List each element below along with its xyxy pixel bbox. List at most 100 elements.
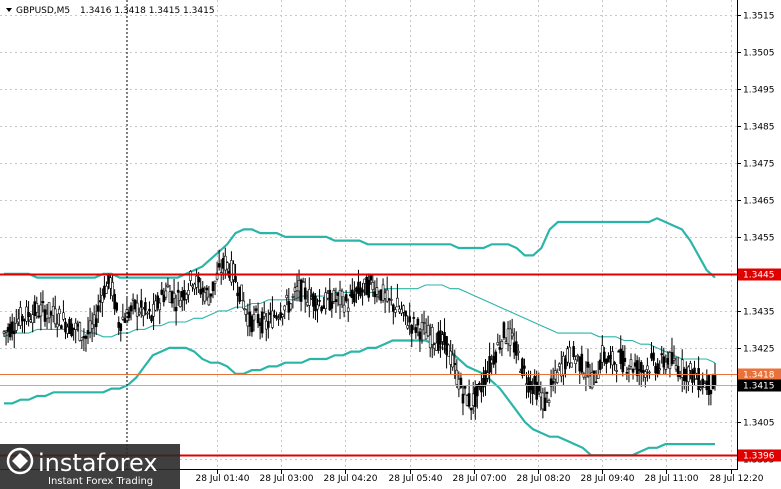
candle — [187, 283, 190, 303]
candle — [480, 373, 483, 403]
candle — [416, 316, 420, 337]
candle — [318, 289, 321, 307]
candle — [39, 292, 43, 331]
price-tick-label: 1.3425 — [743, 345, 775, 355]
candle — [90, 312, 94, 343]
candle — [697, 356, 700, 398]
candle — [564, 354, 567, 378]
candle — [418, 327, 422, 352]
symbol-label: GBPUSD,M5 — [16, 6, 70, 16]
candle — [639, 359, 643, 387]
candle — [353, 281, 356, 307]
time-tick-label: 28 Jul 09:40 — [581, 474, 635, 484]
candle — [137, 307, 141, 317]
candle — [131, 293, 135, 315]
candle — [514, 331, 518, 364]
candle — [451, 344, 455, 371]
candle — [389, 285, 393, 306]
price-tick-label: 1.3485 — [743, 123, 775, 133]
candle — [410, 323, 414, 348]
candle — [78, 321, 82, 342]
candle — [21, 314, 24, 333]
candle — [646, 357, 649, 382]
candle — [369, 274, 373, 285]
candle — [121, 303, 125, 321]
price-tick-label: 1.3465 — [743, 197, 775, 207]
candle — [35, 296, 39, 319]
candle — [476, 384, 479, 409]
candle — [473, 380, 477, 420]
current-price-tag — [738, 379, 781, 392]
candle — [691, 368, 694, 393]
current-price-label: 1.3415 — [743, 382, 775, 392]
candle — [545, 391, 549, 403]
candle — [299, 278, 303, 311]
candle — [635, 355, 639, 382]
price-tick-label: 1.3515 — [743, 12, 775, 22]
candle — [676, 356, 680, 382]
candle — [469, 407, 473, 420]
candle — [105, 281, 108, 294]
price-tick-label: 1.3505 — [743, 49, 775, 59]
candle — [254, 305, 258, 314]
candle — [396, 283, 399, 308]
candle — [303, 278, 307, 313]
candle — [455, 359, 459, 388]
candle — [488, 342, 491, 384]
candle — [301, 277, 305, 283]
candle — [701, 372, 705, 395]
level-tag-label: 1.3396 — [743, 452, 775, 462]
candle — [238, 286, 241, 305]
candle — [496, 333, 500, 346]
candle — [500, 339, 504, 357]
candle — [592, 370, 596, 386]
candle — [314, 292, 317, 320]
candle — [58, 305, 61, 327]
candle — [611, 346, 614, 376]
candle — [144, 297, 147, 316]
candle — [115, 301, 118, 313]
price-axis-bg — [738, 0, 781, 489]
candle — [226, 261, 229, 276]
price-tick-label: 1.3455 — [743, 234, 775, 244]
candle — [160, 282, 164, 296]
candle — [361, 282, 364, 306]
candle — [598, 352, 602, 374]
candle — [430, 323, 434, 359]
candle — [324, 287, 327, 315]
candle — [316, 298, 319, 323]
candle — [14, 309, 18, 334]
candle — [408, 302, 412, 336]
candle — [113, 289, 116, 315]
candle — [291, 293, 295, 309]
bollinger-upper-line — [4, 217, 716, 279]
price-tick-label: 1.3495 — [743, 86, 775, 96]
candle — [271, 296, 274, 330]
time-tick-label: 28 Jul 12:20 — [710, 474, 764, 484]
candle — [185, 292, 188, 305]
candle — [658, 360, 661, 375]
candle — [127, 306, 131, 322]
dropdown-triangle-icon[interactable] — [6, 8, 12, 12]
candle — [422, 310, 426, 335]
candle — [652, 346, 655, 366]
candle — [627, 364, 631, 383]
candle — [342, 296, 346, 318]
time-tick-label: 28 Jul 05:40 — [389, 474, 443, 484]
candle — [213, 280, 217, 296]
candle — [465, 394, 469, 407]
candle — [365, 275, 368, 296]
candle — [340, 288, 344, 308]
candle — [412, 311, 416, 331]
candle — [625, 366, 629, 381]
candle — [201, 281, 205, 305]
candle — [176, 281, 180, 306]
candle — [242, 292, 246, 311]
candle — [4, 329, 8, 346]
candle — [510, 318, 514, 340]
candle — [555, 368, 559, 385]
candle — [576, 353, 580, 362]
candle — [139, 288, 143, 318]
